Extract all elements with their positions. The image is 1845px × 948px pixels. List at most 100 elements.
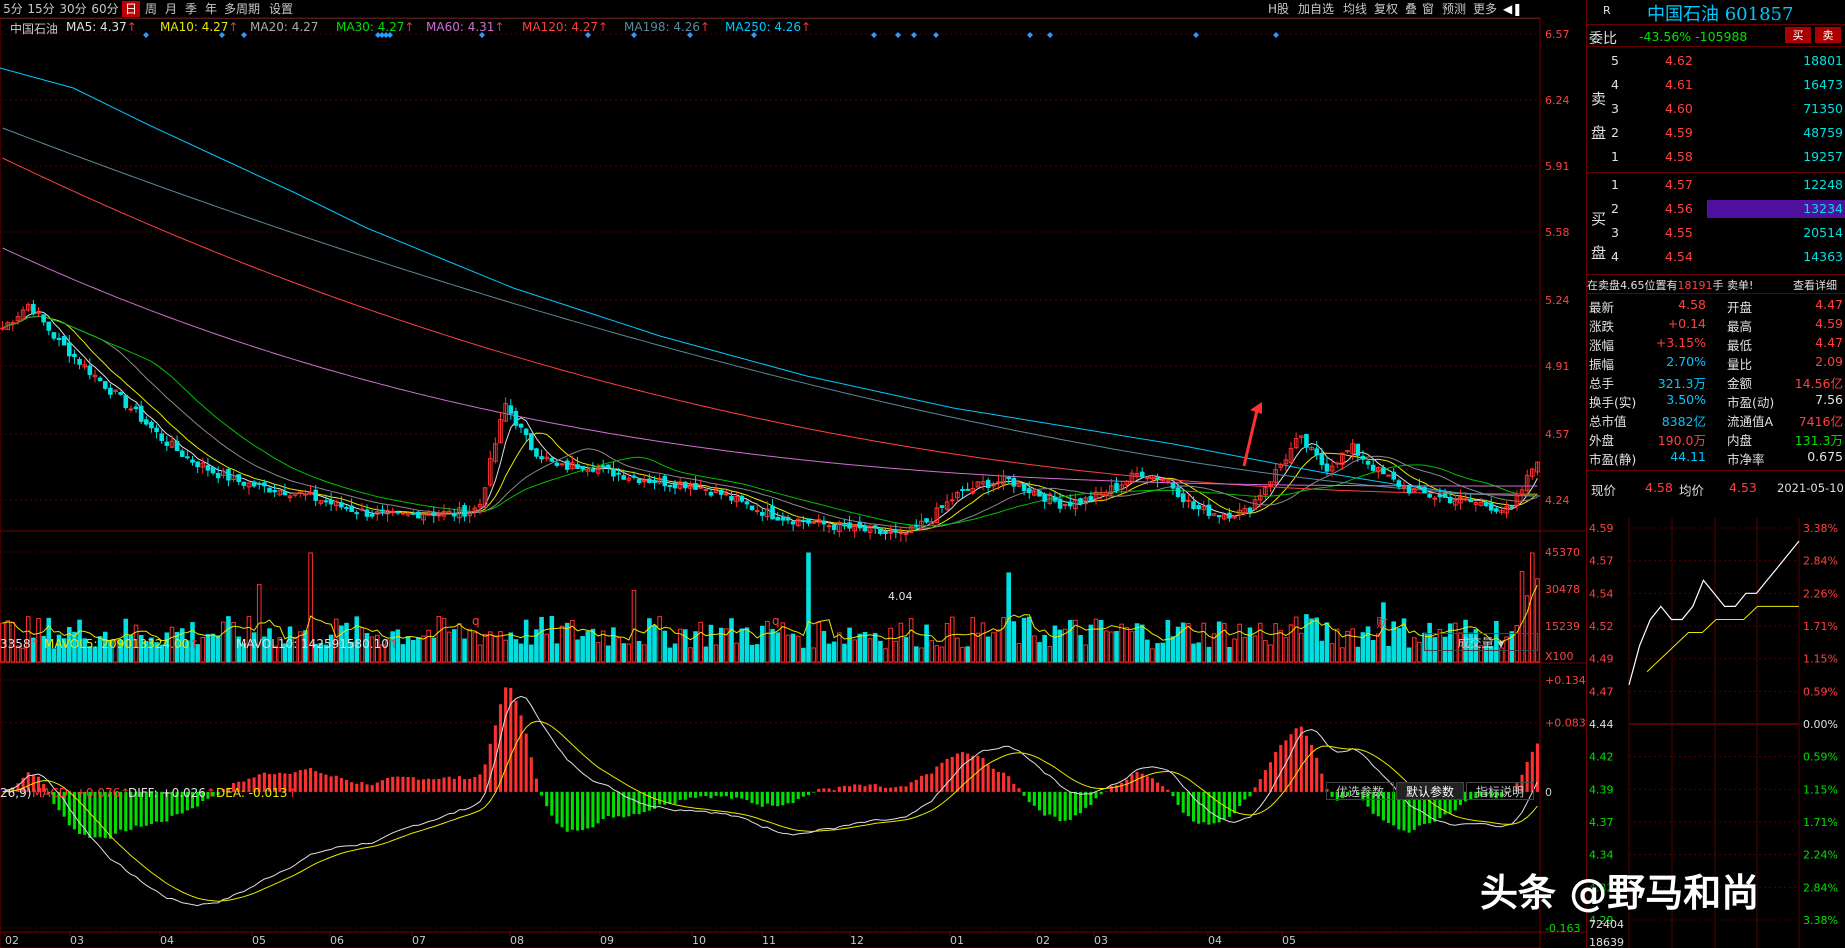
macd-tick-label: +0.134: [1545, 674, 1586, 687]
candle-body: [339, 502, 344, 508]
candle-body: [744, 501, 750, 505]
period-year[interactable]: 年: [204, 2, 217, 16]
ma-button[interactable]: 均线: [1343, 2, 1368, 16]
volume-bar: [1083, 644, 1088, 663]
candle-body: [801, 519, 806, 523]
optimal-params-button[interactable]: 优选参数: [1326, 782, 1394, 800]
default-params-button[interactable]: 默认参数: [1396, 782, 1464, 800]
volume-bar: [1155, 643, 1160, 663]
legend-ma198: MA198: 4.26↑: [624, 20, 711, 34]
period-multi[interactable]: 多周期: [223, 2, 260, 16]
candle-body: [1453, 500, 1458, 506]
volume-bar: [359, 627, 365, 663]
period-day[interactable]: 日: [122, 1, 140, 17]
candle-body: [1530, 468, 1535, 477]
volume-indicator-select[interactable]: 成交量 ▼: [1424, 633, 1538, 651]
period-30min[interactable]: 30分: [59, 2, 87, 16]
hk-share-button[interactable]: H股: [1268, 2, 1290, 16]
intraday-price-line: [1628, 540, 1800, 685]
overlay-button[interactable]: 叠: [1405, 2, 1418, 16]
buy-row[interactable]: 1 4.57 12248: [1587, 176, 1845, 194]
indicator-help-button[interactable]: 指标说明: [1466, 782, 1534, 800]
divider: [1587, 46, 1845, 47]
volume-bar: [123, 618, 129, 663]
volume-bar: [1309, 618, 1314, 663]
volume-bar: [113, 639, 118, 663]
volume-bar: [600, 630, 606, 663]
volume-bar: [395, 629, 401, 663]
candle-body: [25, 304, 31, 311]
volume-bar: [159, 644, 164, 663]
add-watchlist-button[interactable]: 加自选: [1298, 2, 1335, 16]
period-month[interactable]: 月: [164, 2, 177, 16]
sell-row[interactable]: 3 4.60 71350: [1587, 100, 1845, 118]
buy-row[interactable]: 2 4.56 13234: [1587, 200, 1845, 218]
volume-bar: [51, 648, 57, 663]
intraday-chart[interactable]: 4.59 4.57 4.54 4.52 4.49 4.47 4.44 4.42 4.39 4.37…: [1587, 500, 1845, 948]
candle-body: [410, 512, 416, 515]
candle-body: [1355, 443, 1361, 456]
ma60-line: [2, 247, 1538, 487]
period-15min[interactable]: 15分: [27, 2, 55, 16]
volume-bar: [482, 634, 488, 663]
period-week[interactable]: 周: [144, 2, 157, 16]
sell-row[interactable]: 2 4.59 48759: [1587, 124, 1845, 142]
volume-bar: [185, 640, 190, 663]
candle-body: [934, 507, 940, 524]
volume-bar: [487, 631, 493, 663]
candle-body: [287, 495, 293, 499]
settings-button[interactable]: 设置: [268, 2, 293, 16]
x-tick-label: 04: [160, 934, 174, 947]
volume-bar: [739, 628, 745, 663]
period-quarter[interactable]: 季: [184, 2, 197, 16]
candle-body: [734, 496, 739, 503]
candle-body: [534, 448, 539, 457]
watermark: 头条 @野马和尚: [1480, 871, 1760, 915]
volume-bar: [1314, 617, 1319, 663]
candle-body: [1535, 461, 1540, 473]
sell-row[interactable]: 5 4.62 18801: [1587, 52, 1845, 70]
candle-body: [1437, 494, 1443, 498]
volume-bar: [801, 647, 806, 663]
candle-body: [1211, 513, 1217, 516]
buy-button[interactable]: 买: [1785, 27, 1811, 43]
window-button[interactable]: 窗: [1422, 2, 1435, 16]
volume-bar: [67, 626, 72, 663]
period-5min[interactable]: 5分: [3, 2, 23, 16]
buy-price: 4.54: [1665, 249, 1693, 264]
sell-row[interactable]: 4 4.61 16473: [1587, 76, 1845, 94]
buy-row[interactable]: 3 4.55 20514: [1587, 224, 1845, 242]
candle-body: [503, 403, 508, 422]
adjust-button[interactable]: 复权: [1374, 2, 1399, 16]
stat-label: 最低: [1727, 338, 1753, 353]
stat-label: 市净率: [1727, 452, 1765, 467]
candle-body: [1062, 503, 1068, 506]
candle-body: [708, 491, 714, 496]
sell-button[interactable]: 卖: [1815, 27, 1841, 43]
period-60min[interactable]: 60分: [91, 2, 119, 16]
panel-toggle-icon[interactable]: ◀❚: [1503, 2, 1523, 16]
candle-body: [508, 405, 514, 414]
sell-row[interactable]: 1 4.58 19257: [1587, 148, 1845, 166]
candle-body: [1052, 496, 1058, 502]
intraday-price-label: 4.47: [1589, 685, 1614, 698]
candle-body: [1422, 486, 1427, 494]
view-detail-link[interactable]: 查看详细: [1793, 279, 1837, 292]
volume-bar: [647, 618, 652, 663]
forecast-button[interactable]: 预测: [1442, 2, 1467, 16]
volume-bar: [1211, 633, 1217, 663]
candle-body: [631, 475, 637, 478]
volume-bar: [1340, 647, 1345, 663]
candle-body: [939, 505, 945, 508]
volume-bar: [190, 622, 195, 663]
macd-legend-dea: DEA: -0.013↑: [216, 786, 298, 800]
buy-row[interactable]: 4 4.54 14363: [1587, 248, 1845, 266]
volume-bar: [1222, 622, 1227, 663]
volume-bar: [1427, 622, 1432, 663]
intraday-vol-label: 18639: [1589, 936, 1624, 948]
volume-bar: [1160, 642, 1165, 663]
volume-bar: [226, 616, 231, 663]
volume-bar: [46, 617, 52, 663]
more-button[interactable]: 更多: [1473, 2, 1498, 16]
